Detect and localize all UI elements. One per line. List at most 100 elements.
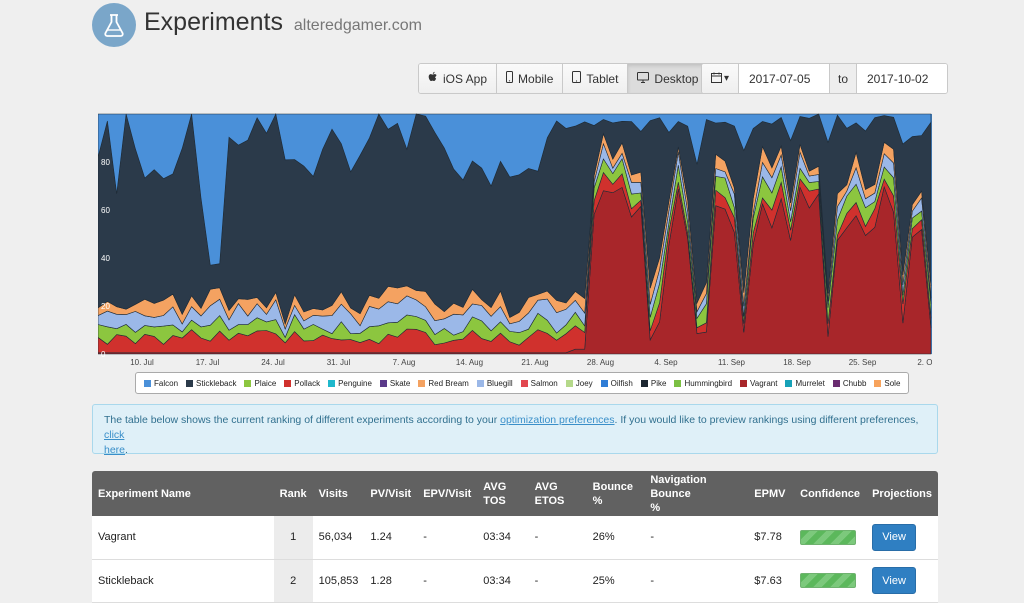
legend-item[interactable]: Stickleback	[186, 379, 236, 388]
avg-etos-line2: ETOS	[534, 494, 565, 507]
bounce-line2: %	[592, 494, 603, 507]
table-row: Vagrant 1 56,034 1.24 - 03:34 - 26% - $7…	[92, 516, 938, 559]
date-to-label: to	[829, 64, 857, 93]
nav-bounce-cell: -	[650, 574, 655, 587]
legend-item[interactable]: Hummingbird	[674, 379, 732, 388]
experiments-area-chart: 0 20 40 60 80 10. Jul 17. Jul 24. Jul 31. Jul 7.…	[98, 113, 932, 367]
desktop-button[interactable]: Desktop	[628, 64, 708, 93]
alert-text-middle: . If you would like to preview rankings …	[614, 414, 919, 426]
calendar-icon	[710, 72, 722, 86]
bounce-cell: 26%	[592, 531, 615, 544]
avg-tos-cell: 03:34	[483, 531, 511, 544]
flask-icon	[92, 3, 136, 47]
col-epmv[interactable]: EPMV	[754, 487, 786, 500]
experiment-name-cell: Stickleback	[98, 574, 154, 587]
legend-swatch	[740, 379, 748, 387]
series-area-falcon[interactable]	[98, 113, 932, 266]
alert-text-end: .	[125, 444, 128, 456]
legend-item[interactable]: Sole	[874, 379, 900, 388]
chart-legend: Falcon Stickleback Plaice Pollack Penguine Sk…	[135, 372, 910, 394]
legend-swatch	[284, 379, 292, 387]
ios-app-button[interactable]: iOS App	[419, 64, 498, 93]
table-row: Stickleback 2 105,853 1.28 - 03:34 - 25%…	[92, 559, 938, 602]
x-tick-label: 21. Aug	[521, 358, 548, 367]
y-tick-label: 0	[101, 350, 106, 359]
legend-item[interactable]: Pollack	[284, 379, 320, 388]
legend-label: Joey	[575, 378, 593, 388]
col-confidence[interactable]: Confidence	[800, 487, 861, 500]
legend-swatch	[244, 379, 252, 387]
rank-cell: 2	[273, 559, 313, 602]
page-title: Experiments alteredgamer.com	[144, 8, 422, 37]
col-navigation-bounce[interactable]: Navigation Bounce%	[644, 471, 748, 516]
col-experiment-name[interactable]: Experiment Name	[98, 487, 191, 500]
legend-swatch	[874, 379, 882, 387]
date-to-input[interactable]	[857, 64, 947, 93]
legend-label: Oilfish	[610, 378, 633, 388]
legend-item[interactable]: Vagrant	[740, 379, 777, 388]
ios-app-label: iOS App	[443, 71, 488, 86]
legend-label: Plaice	[254, 378, 277, 388]
col-avg-tos[interactable]: AVG TOS	[477, 471, 528, 516]
legend-label: Vagrant	[750, 378, 778, 388]
legend-item[interactable]: Chubb	[832, 379, 866, 388]
pv-visit-cell: 1.28	[370, 574, 392, 587]
legend-item[interactable]: Falcon	[144, 379, 178, 388]
col-bounce[interactable]: Bounce%	[587, 471, 645, 516]
col-projections[interactable]: Projections	[872, 487, 932, 500]
legend-swatch	[565, 379, 573, 387]
legend-item[interactable]: Plaice	[244, 379, 276, 388]
avg-etos-cell: -	[534, 531, 539, 544]
col-avg-etos[interactable]: AVG ETOS	[529, 471, 587, 516]
mobile-button[interactable]: Mobile	[497, 64, 564, 93]
calendar-button[interactable]: ▾	[702, 64, 739, 93]
click-link-part: click	[104, 429, 125, 441]
site-name: alteredgamer.com	[293, 17, 422, 34]
view-button[interactable]: View	[872, 523, 917, 551]
projections-cell: View	[866, 559, 938, 602]
legend-swatch	[328, 379, 336, 387]
legend-item[interactable]: Salmon	[520, 378, 558, 388]
legend-swatch	[832, 379, 840, 387]
y-tick-label: 20	[101, 302, 110, 311]
view-button[interactable]: View	[872, 567, 917, 594]
legend-swatch	[418, 379, 426, 387]
legend-item[interactable]: Pike	[640, 379, 666, 388]
x-tick-label: 4. Sep	[654, 358, 678, 367]
col-rank[interactable]: Rank	[279, 487, 307, 500]
legend-item[interactable]: Murrelet	[785, 379, 825, 388]
legend-label: Pollack	[294, 378, 321, 388]
legend-swatch	[600, 379, 608, 387]
legend-swatch	[476, 379, 484, 387]
col-visits[interactable]: Visits	[318, 487, 348, 500]
tablet-button[interactable]: Tablet	[563, 64, 629, 93]
confidence-bar	[800, 573, 857, 588]
legend-item[interactable]: Bluegill	[476, 379, 513, 388]
date-from-input[interactable]	[739, 64, 829, 93]
confidence-cell	[794, 516, 866, 559]
legend-item[interactable]: Red Bream	[418, 379, 469, 388]
x-tick-label: 24. Jul	[261, 358, 285, 367]
optimization-preferences-link[interactable]: optimization preferences	[500, 414, 615, 426]
avg-tos-line1: AVG	[483, 480, 507, 493]
x-tick-label: 11. Sep	[718, 358, 746, 367]
click-here-link[interactable]: click here	[104, 429, 125, 456]
x-tick-label: 31. Jul	[327, 358, 351, 367]
title-text: Experiments	[144, 8, 283, 36]
legend-item[interactable]: Oilfish	[600, 378, 633, 388]
projections-cell: View	[866, 516, 938, 559]
legend-swatch	[785, 379, 793, 387]
x-tick-label: 28. Aug	[587, 358, 614, 367]
table-header-row: Experiment Name Rank Visits PV/Visit EPV…	[92, 471, 938, 516]
legend-item[interactable]: Skate	[379, 379, 410, 388]
legend-swatch	[144, 379, 151, 387]
legend-item[interactable]: Joey	[565, 378, 593, 388]
col-epv-visit[interactable]: EPV/Visit	[423, 487, 472, 500]
legend-swatch	[186, 379, 194, 387]
x-tick-label: 25. Sep	[849, 358, 877, 367]
col-pv-visit[interactable]: PV/Visit	[370, 487, 412, 500]
legend-label: Salmon	[530, 378, 558, 388]
device-toggle-group: iOS App Mobile Tablet Desktop	[418, 63, 709, 94]
avg-tos-cell: 03:34	[483, 574, 511, 587]
legend-item[interactable]: Penguine	[328, 379, 372, 388]
